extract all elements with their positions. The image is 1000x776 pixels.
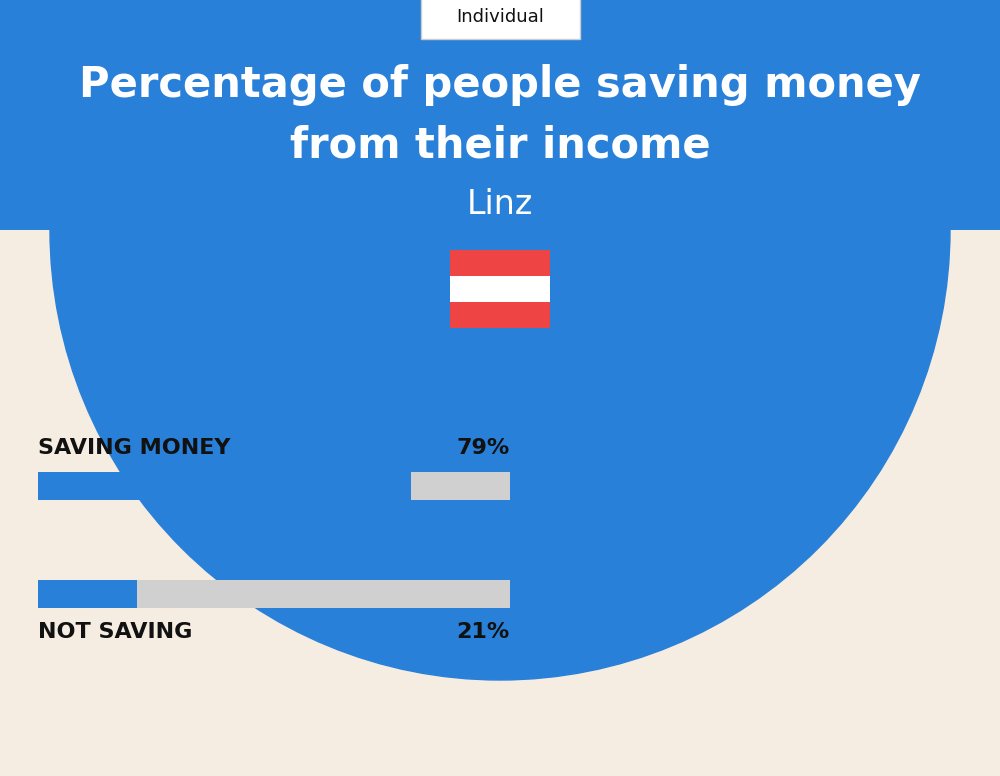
Circle shape — [50, 0, 950, 680]
Bar — [450, 276, 550, 302]
Bar — [38, 580, 510, 608]
Bar — [0, 0, 1000, 230]
Text: Percentage of people saving money: Percentage of people saving money — [79, 64, 921, 106]
Bar — [38, 472, 510, 500]
Text: SAVING MONEY: SAVING MONEY — [38, 438, 230, 458]
Text: 79%: 79% — [457, 438, 510, 458]
Text: 21%: 21% — [457, 622, 510, 642]
Text: Individual: Individual — [456, 8, 544, 26]
Text: Linz: Linz — [467, 189, 533, 221]
FancyBboxPatch shape — [420, 0, 580, 39]
Bar — [38, 580, 137, 608]
Bar — [450, 250, 550, 276]
Bar — [38, 472, 411, 500]
Text: from their income: from their income — [290, 124, 710, 166]
Text: NOT SAVING: NOT SAVING — [38, 622, 192, 642]
Bar — [450, 302, 550, 328]
